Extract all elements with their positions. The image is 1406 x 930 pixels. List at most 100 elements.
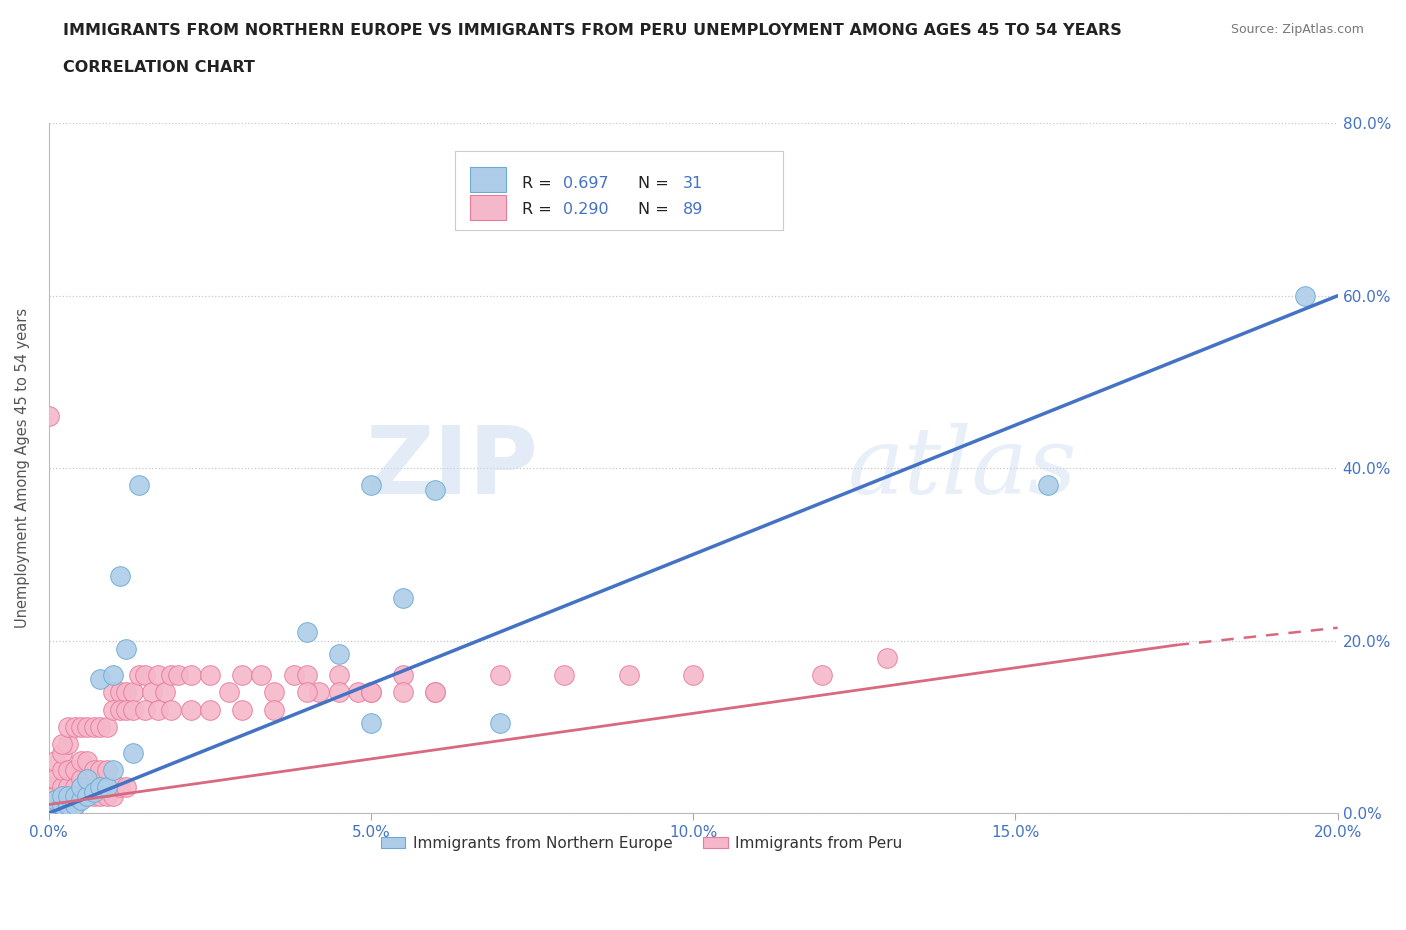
Point — [160, 668, 183, 683]
Point — [38, 797, 60, 812]
Point — [70, 771, 93, 786]
Point — [263, 685, 285, 700]
Point — [115, 642, 138, 657]
Point — [76, 789, 98, 804]
Point — [51, 797, 73, 812]
Point — [295, 668, 318, 683]
Point — [360, 478, 382, 493]
Point — [1294, 288, 1316, 303]
Point — [83, 784, 105, 799]
Point — [51, 797, 73, 812]
Point — [1036, 478, 1059, 493]
Point — [347, 685, 370, 700]
Point — [51, 780, 73, 795]
Point — [360, 685, 382, 700]
Point — [617, 668, 640, 683]
Text: 0.290: 0.290 — [562, 202, 609, 217]
Point — [108, 780, 131, 795]
Point — [328, 646, 350, 661]
FancyBboxPatch shape — [454, 151, 783, 231]
Text: ZIP: ZIP — [366, 422, 538, 514]
Point — [38, 797, 60, 812]
Point — [128, 478, 150, 493]
Point — [89, 789, 111, 804]
Point — [263, 702, 285, 717]
Point — [553, 668, 575, 683]
Point — [83, 763, 105, 777]
Point — [295, 685, 318, 700]
Point — [489, 668, 512, 683]
Point — [134, 668, 156, 683]
Point — [63, 720, 86, 735]
Point — [56, 780, 79, 795]
Point — [56, 789, 79, 804]
Point — [103, 668, 125, 683]
Point — [360, 685, 382, 700]
Point — [76, 771, 98, 786]
Point — [63, 797, 86, 812]
Point — [103, 789, 125, 804]
Point — [148, 668, 170, 683]
Point — [89, 780, 111, 795]
Point — [121, 685, 143, 700]
Point — [103, 685, 125, 700]
Point — [121, 702, 143, 717]
Point — [76, 789, 98, 804]
Point — [231, 702, 253, 717]
Point — [160, 702, 183, 717]
Point — [63, 789, 86, 804]
Point — [44, 792, 66, 807]
Point — [218, 685, 240, 700]
Point — [108, 568, 131, 583]
Point — [44, 789, 66, 804]
Text: N =: N = — [638, 176, 673, 191]
Text: IMMIGRANTS FROM NORTHERN EUROPE VS IMMIGRANTS FROM PERU UNEMPLOYMENT AMONG AGES : IMMIGRANTS FROM NORTHERN EUROPE VS IMMIG… — [63, 23, 1122, 38]
Point — [198, 668, 221, 683]
Point — [89, 763, 111, 777]
Text: 89: 89 — [683, 202, 703, 217]
Point — [128, 668, 150, 683]
Point — [231, 668, 253, 683]
Point — [198, 702, 221, 717]
Point — [360, 715, 382, 730]
Point — [63, 797, 86, 812]
Point — [153, 685, 176, 700]
Point — [96, 720, 118, 735]
Point — [56, 797, 79, 812]
Text: R =: R = — [522, 202, 557, 217]
Point — [76, 754, 98, 769]
Point — [70, 789, 93, 804]
Point — [489, 715, 512, 730]
Point — [56, 763, 79, 777]
Point — [63, 763, 86, 777]
Point — [38, 409, 60, 424]
Point — [108, 685, 131, 700]
Point — [44, 754, 66, 769]
Point — [51, 737, 73, 751]
Point — [56, 737, 79, 751]
Point — [89, 720, 111, 735]
Text: R =: R = — [522, 176, 557, 191]
Y-axis label: Unemployment Among Ages 45 to 54 years: Unemployment Among Ages 45 to 54 years — [15, 308, 30, 629]
Point — [115, 702, 138, 717]
Point — [44, 771, 66, 786]
Point — [51, 789, 73, 804]
Point — [38, 789, 60, 804]
Point — [76, 771, 98, 786]
Point — [76, 720, 98, 735]
Point — [70, 720, 93, 735]
Text: atlas: atlas — [848, 423, 1077, 513]
Point — [166, 668, 188, 683]
Point — [392, 685, 415, 700]
Point — [89, 672, 111, 687]
Point — [876, 650, 898, 665]
Text: N =: N = — [638, 202, 673, 217]
Point — [96, 789, 118, 804]
Point — [103, 763, 125, 777]
Point — [682, 668, 704, 683]
Point — [180, 668, 202, 683]
Point — [180, 702, 202, 717]
Point — [70, 780, 93, 795]
Point — [283, 668, 305, 683]
Point — [134, 702, 156, 717]
